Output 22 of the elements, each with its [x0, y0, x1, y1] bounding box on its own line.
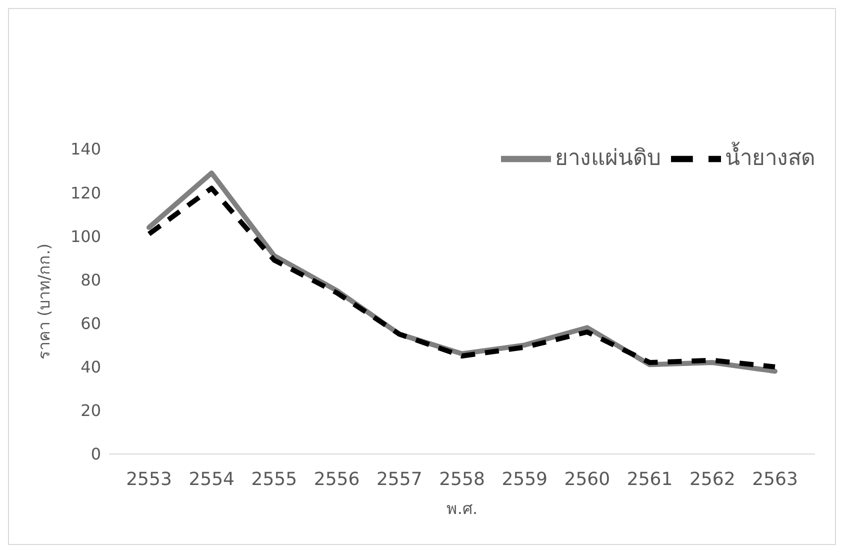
y-tick-label: 20 — [80, 401, 101, 420]
y-tick-label: 120 — [70, 183, 101, 202]
x-tick-label: 2562 — [689, 468, 736, 490]
x-tick-label: 2560 — [564, 468, 610, 490]
x-tick-label: 2559 — [502, 468, 548, 490]
legend-label: ยางแผ่นดิบ — [555, 146, 661, 172]
y-tick-label: 60 — [80, 314, 101, 333]
x-axis-title: พ.ศ. — [446, 499, 478, 518]
y-tick-label: 100 — [70, 226, 101, 246]
y-tick-label: 40 — [80, 358, 101, 377]
x-tick-label: 2558 — [439, 468, 485, 490]
x-tick-label: 2561 — [626, 468, 673, 490]
x-tick-label: 2556 — [314, 468, 360, 490]
x-tick-label: 2557 — [376, 468, 422, 490]
x-tick-label: 2553 — [126, 468, 172, 490]
y-tick-label: 140 — [70, 140, 101, 159]
x-tick-label: 2563 — [752, 468, 798, 490]
y-tick-label: 80 — [80, 270, 101, 290]
y-tick-label: 0 — [90, 444, 101, 464]
y-axis-title: ราคา (บาท/กก.) — [34, 243, 54, 360]
x-tick-label: 2554 — [188, 468, 235, 490]
x-tick-label: 2555 — [251, 468, 298, 490]
